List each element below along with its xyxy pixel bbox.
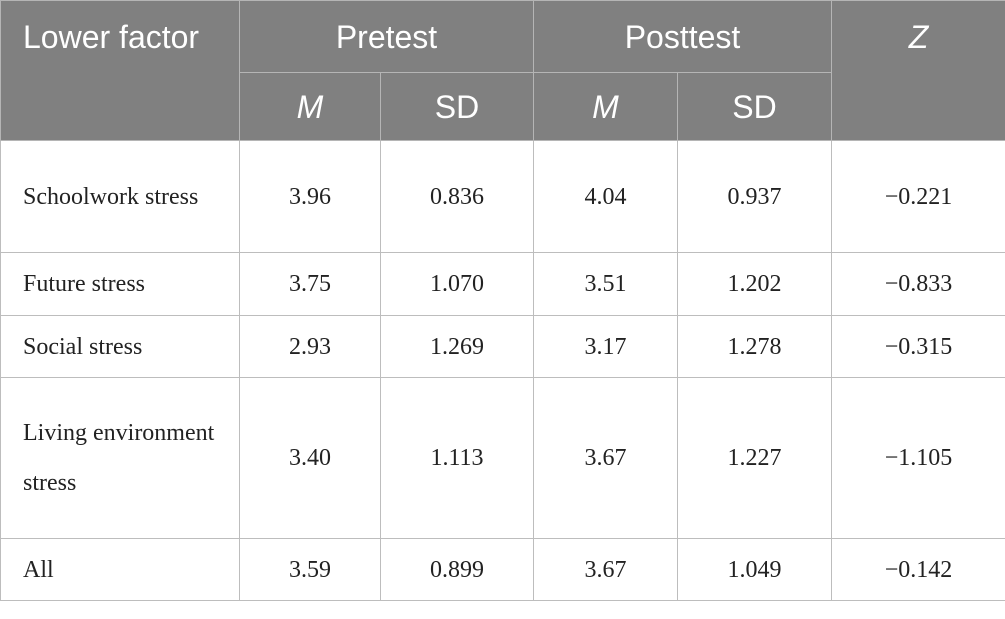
cell: 1.269 [380,315,534,378]
cell: 1.227 [676,377,833,539]
header-cell: Posttest [532,0,833,73]
cell: 3.96 [239,140,381,253]
cell: 0.937 [676,140,833,253]
data-table: Lower factor Pretest Posttest Z M SD M S… [0,0,1005,601]
cell: 3.51 [533,252,678,316]
header-cell: SD [676,72,833,141]
cell: −0.833 [831,252,1005,316]
row-label: Living environment stress [0,377,240,539]
header-row: M SD M SD [1,72,1005,141]
cell: −1.105 [831,377,1005,539]
table-body: Schoolwork stress 3.96 0.836 4.04 0.937 −0.22… [0,140,1005,601]
header-cell: SD [380,72,534,141]
cell: 1.278 [676,315,833,378]
table-row: Schoolwork stress 3.96 0.836 4.04 0.937 −0.22… [0,140,1005,253]
cell: 4.04 [533,140,678,253]
cell: 3.67 [533,538,678,601]
cell: 0.836 [380,140,534,253]
cell: 3.59 [239,538,381,601]
cell: 3.40 [239,377,381,539]
cell: 1.113 [380,377,534,539]
header-cell: Pretest [239,0,534,73]
cell: 1.070 [380,252,534,316]
cell: 3.75 [239,252,381,316]
header-row: Lower factor Pretest Posttest Z [0,0,1005,141]
table-row: All 3.59 0.899 3.67 1.049 −0.142 [0,538,1005,601]
table-row: Living environment stress 3.40 1.113 3.67 1.… [0,377,1005,539]
cell: −0.221 [831,140,1005,253]
table-row: Future stress 3.75 1.070 3.51 1.202 −0.833 [0,252,1005,316]
row-label: Schoolwork stress [0,140,240,253]
cell: 0.899 [380,538,534,601]
cell: 3.67 [533,377,678,539]
cell: 3.17 [533,315,678,378]
row-label: Future stress [0,252,240,316]
row-label: All [0,538,240,601]
cell: −0.142 [831,538,1005,601]
header-cell: M [239,72,381,141]
table-row: Social stress 2.93 1.269 3.17 1.278 −0.315 [0,315,1005,378]
header-cell: Z [831,0,1005,141]
cell: −0.315 [831,315,1005,378]
cell: 1.202 [676,252,833,316]
header-cell: Lower factor [0,0,240,141]
row-label: Social stress [0,315,240,378]
table-header: Lower factor Pretest Posttest Z M SD M S… [0,0,1005,141]
cell: 2.93 [239,315,381,378]
cell: 1.049 [676,538,833,601]
header-cell: M [533,72,678,141]
